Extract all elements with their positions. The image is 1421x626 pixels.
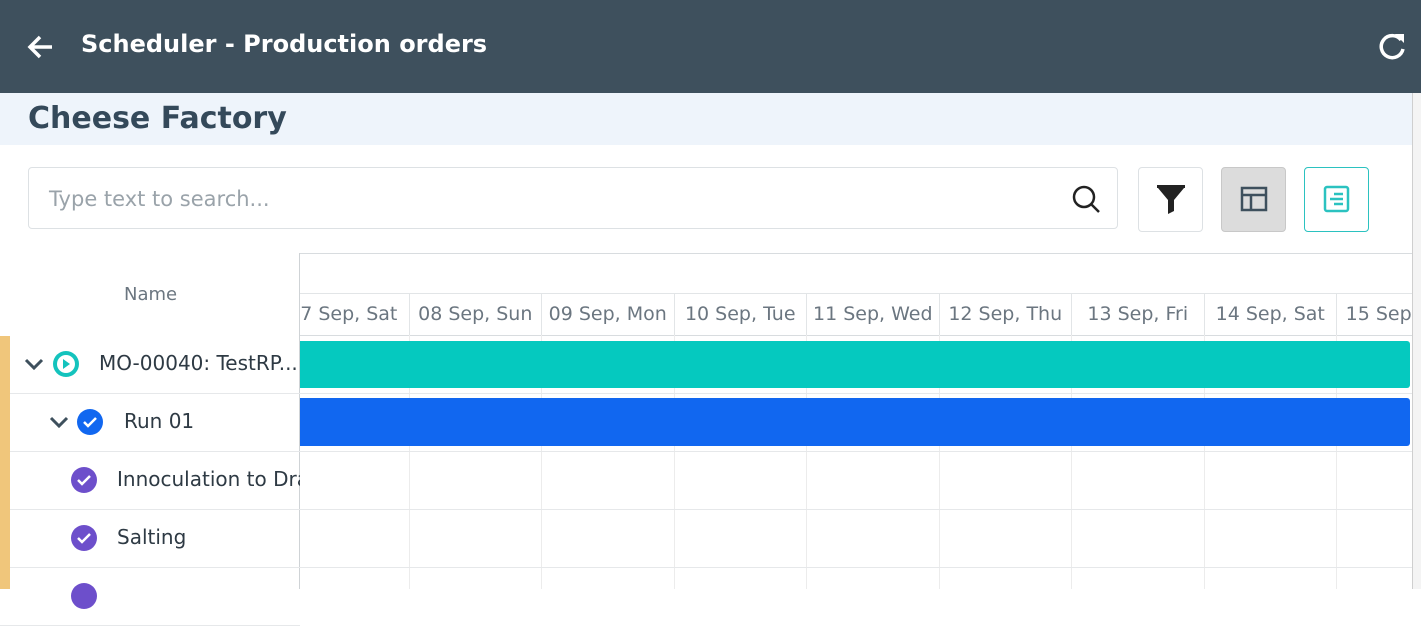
expand-chevron (24, 358, 44, 371)
date-header: 07 Sep, Sat (300, 293, 409, 335)
run-bar (300, 398, 1410, 446)
date-header: 15 Sep, Sun (1336, 293, 1412, 335)
row-line (300, 393, 1412, 394)
check-icon (71, 525, 97, 551)
row-line (0, 393, 300, 394)
row-line (0, 567, 300, 568)
row-line (300, 509, 1412, 510)
day-gridline (1336, 335, 1337, 589)
check-icon (77, 409, 103, 435)
app-bar (0, 0, 1421, 93)
date-header: 08 Sep, Sun (408, 293, 542, 335)
row-label: MO-00040: TestRP... (99, 351, 298, 375)
date-header: 10 Sep, Tue (673, 293, 807, 335)
search-box[interactable] (28, 167, 1118, 229)
row-line (300, 567, 1412, 568)
date-header: 13 Sep, Fri (1071, 293, 1204, 335)
day-gridline (673, 335, 675, 589)
day-gridline (806, 335, 807, 589)
expand-chevron (49, 416, 69, 429)
timeline-divider (300, 335, 1412, 336)
app-title: Scheduler - Production orders (81, 30, 488, 58)
grid-border (0, 253, 1412, 254)
check-icon (71, 467, 97, 493)
date-header: 14 Sep, Sat (1203, 293, 1337, 335)
factory-title: Cheese Factory (28, 101, 287, 136)
status-stripe (0, 336, 10, 589)
day-gridline (938, 335, 940, 589)
date-header: 09 Sep, Mon (541, 293, 674, 335)
back-button[interactable] (26, 33, 56, 61)
table-view-button[interactable] (1221, 167, 1286, 232)
row-label: Run 01 (124, 409, 195, 433)
row-line (300, 451, 1412, 452)
day-gridline (1203, 335, 1205, 589)
row-line (0, 451, 300, 452)
date-header: 12 Sep, Thu (938, 293, 1072, 335)
name-header: Name (124, 284, 178, 305)
subheader (0, 93, 1412, 145)
search-icon (1072, 185, 1100, 213)
row-line (0, 509, 300, 510)
play-icon (53, 351, 79, 377)
day-gridline (1071, 335, 1072, 589)
check-icon (71, 583, 97, 609)
refresh-button[interactable] (1376, 31, 1408, 63)
row-label: Innoculation to Dra (117, 467, 300, 491)
day-gridline (541, 335, 542, 589)
row-label: Salting (117, 525, 187, 549)
date-header: 11 Sep, Wed (806, 293, 939, 335)
order-bar (300, 341, 1410, 388)
timeline-divider (300, 293, 1412, 294)
gantt-view-button[interactable] (1304, 167, 1369, 232)
name-panel (0, 253, 300, 589)
scrollbar (1412, 93, 1421, 589)
search-placeholder: Type text to search... (49, 187, 270, 211)
filter-button[interactable] (1138, 167, 1203, 232)
day-gridline (408, 335, 410, 589)
